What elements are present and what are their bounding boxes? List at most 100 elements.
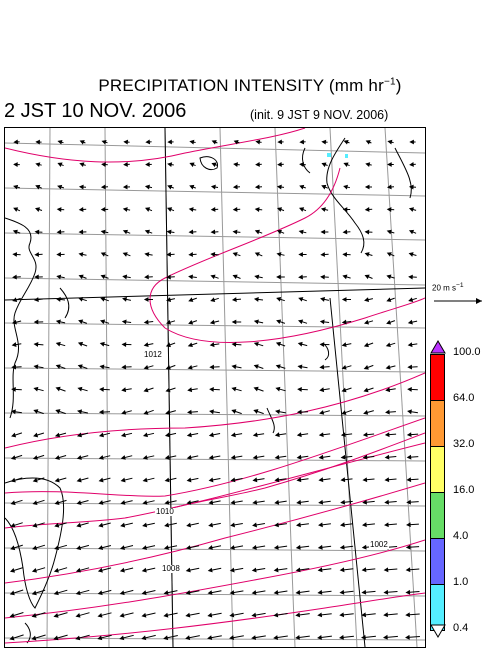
wind-arrow — [320, 297, 330, 302]
wind-arrow — [405, 612, 420, 618]
legend-tick: 1.0 — [453, 576, 469, 588]
wind-arrow — [100, 274, 109, 280]
wind-arrow — [11, 342, 22, 348]
wind-arrow — [207, 567, 222, 573]
wind-arrow — [77, 341, 88, 347]
wind-arrow — [362, 522, 375, 528]
wind-arrow — [299, 162, 306, 167]
wind-arrow — [318, 454, 331, 460]
wind-arrow — [53, 589, 68, 596]
wind-arrow — [321, 139, 328, 145]
title-unit-exponent: −1 — [383, 76, 396, 88]
wind-arrow — [361, 567, 376, 573]
wind-arrow — [318, 432, 331, 438]
wind-arrow — [319, 364, 330, 370]
wind-arrow — [31, 567, 46, 573]
wind-arrow — [144, 252, 153, 257]
wind-arrow — [57, 184, 65, 190]
wind-arrow — [207, 545, 222, 550]
wind-arrow — [365, 140, 372, 145]
wind-arrow — [320, 207, 329, 212]
wind-arrow — [296, 499, 309, 505]
wind-arrow — [164, 477, 177, 483]
wind-arrow — [297, 319, 308, 325]
wind-arrow — [341, 409, 352, 415]
wind-arrow — [35, 207, 43, 212]
wind-arrow — [119, 545, 134, 550]
wind-arrow — [343, 162, 350, 167]
wind-reference-label: 20 m s−1 — [432, 282, 464, 293]
wind-arrow — [76, 522, 89, 528]
wind-arrow — [119, 634, 134, 641]
wind-arrow — [97, 612, 112, 618]
wind-arrow — [230, 500, 243, 505]
wind-arrow — [299, 207, 307, 212]
wind-arrow — [189, 184, 196, 190]
wind-arrow — [229, 612, 244, 618]
wind-arrow — [142, 522, 155, 528]
wind-arrow — [386, 297, 395, 302]
wind-arrow — [167, 207, 175, 212]
wind-arrow — [208, 477, 221, 483]
wind-arrow — [75, 634, 90, 641]
legend-tick: 4.0 — [453, 530, 469, 542]
wind-arrow — [11, 364, 22, 370]
wind-arrow — [188, 297, 197, 302]
wind-arrow — [33, 432, 45, 438]
wind-arrow — [120, 477, 133, 483]
wind-arrow — [185, 612, 200, 618]
wind-arrow — [164, 522, 177, 528]
wind-arrow — [232, 207, 241, 212]
wind-arrow — [274, 454, 287, 460]
wind-arrow — [32, 454, 45, 460]
wind-arrow — [362, 477, 375, 483]
wind-arrow — [297, 364, 308, 370]
wind-arrow — [101, 162, 108, 167]
wind-arrow — [361, 612, 376, 618]
wind-arrow — [98, 500, 111, 505]
wind-arrow — [273, 635, 288, 640]
wind-arrow — [13, 184, 21, 190]
wind-arrow — [319, 387, 330, 393]
wind-arrow — [295, 634, 310, 640]
wind-arrow — [341, 297, 351, 302]
wind-arrow — [187, 387, 198, 393]
wind-arrow — [363, 410, 374, 415]
wind-arrow — [11, 387, 22, 392]
wind-arrow — [255, 139, 262, 145]
wind-arrow — [164, 500, 177, 505]
wind-arrow — [98, 477, 111, 483]
wind-arrow — [12, 274, 21, 280]
wind-arrow — [55, 386, 66, 392]
wind-arrow — [208, 432, 221, 438]
wind-arrow — [362, 499, 375, 505]
wind-arrow — [55, 364, 66, 369]
map-canvas — [5, 128, 425, 647]
wind-arrow — [143, 342, 154, 348]
wind-arrow — [276, 207, 285, 212]
wind-arrow — [143, 409, 154, 415]
wind-arrow — [167, 184, 174, 190]
wind-arrow — [141, 590, 156, 596]
wind-arrow — [32, 477, 45, 483]
wind-arrow — [317, 567, 332, 573]
wind-arrow — [33, 319, 44, 325]
wind-arrow — [76, 432, 89, 438]
wind-arrow — [321, 162, 328, 168]
wind-arrow — [97, 634, 112, 641]
wind-arrow — [341, 387, 352, 393]
wind-arrow — [232, 274, 241, 280]
wind-arrow — [363, 319, 374, 325]
wind-arrow — [299, 184, 306, 190]
wind-arrow — [13, 139, 20, 145]
wind-arrow — [142, 477, 155, 483]
wind-arrow — [251, 567, 266, 573]
wind-arrow — [33, 386, 44, 392]
wind-arrow — [230, 432, 243, 438]
wind-arrow — [405, 634, 420, 640]
wind-arrow — [407, 364, 418, 370]
wind-arrow — [296, 522, 309, 528]
wind-arrow — [231, 386, 242, 392]
title-close: ) — [395, 76, 402, 95]
wind-arrow — [339, 634, 354, 640]
